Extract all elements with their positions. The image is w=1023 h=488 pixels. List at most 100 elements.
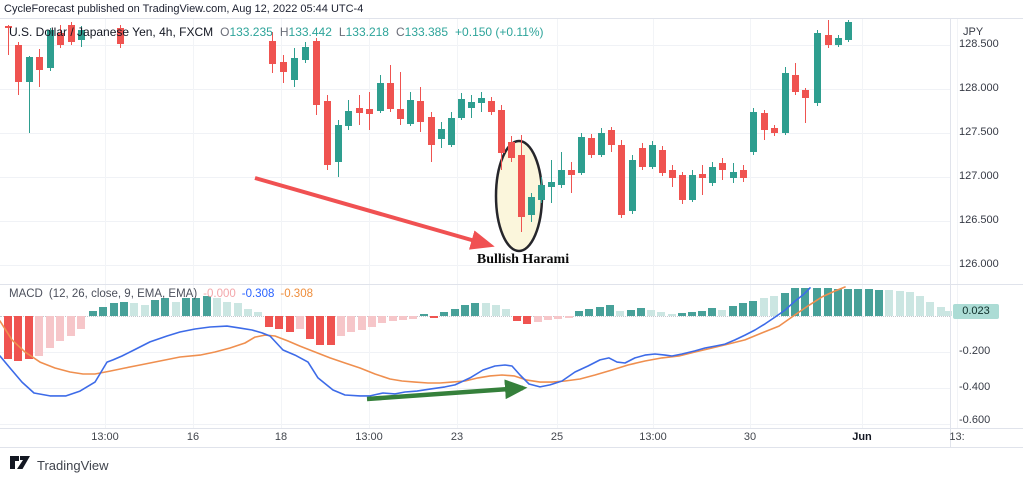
macd-bar (482, 303, 490, 316)
macd-bar (25, 316, 33, 360)
candle (302, 46, 309, 60)
attribution-text: CycleForecast published on TradingView.c… (4, 3, 364, 15)
candle (5, 25, 12, 29)
candle (792, 74, 799, 92)
macd-zero-line (0, 316, 950, 317)
candle (618, 145, 625, 215)
macd-title[interactable]: MACD (9, 288, 43, 300)
chart-top-border (0, 18, 1023, 19)
candle (719, 162, 726, 170)
candle (699, 174, 706, 178)
macd-bar (130, 303, 138, 316)
macd-bar (865, 289, 873, 316)
time-axis-label[interactable]: 13:00 (639, 431, 667, 443)
candle (730, 171, 737, 178)
candle (568, 169, 575, 176)
macd-bar (916, 296, 924, 316)
macd-bar (337, 316, 345, 336)
candle (324, 101, 331, 165)
symbol-legend[interactable]: U.S. Dollar / Japanese Yen, 4h, FXCM O13… (9, 25, 544, 39)
candle-wick (400, 72, 401, 126)
candle (518, 155, 525, 217)
price-axis-label: 127.500 (959, 126, 999, 138)
candle-wick (29, 55, 30, 133)
candle (291, 58, 298, 81)
price-axis-label: 128.500 (959, 38, 999, 50)
time-axis-label[interactable]: 13: (949, 431, 965, 443)
macd-params: (12, 26, close, 9, EMA, EMA) (48, 288, 198, 300)
macd-bar (56, 316, 64, 342)
macd-axis-label: -0.600 (959, 414, 991, 426)
macd-bar (698, 310, 706, 316)
price-axis-label: 127.000 (959, 170, 999, 182)
candle (548, 182, 555, 187)
macd-bar (657, 312, 665, 316)
candle (488, 101, 495, 112)
chart-bottom-border (0, 447, 1023, 448)
candle (740, 169, 747, 178)
macd-axis-label: -0.200 (959, 345, 991, 357)
candle (117, 28, 124, 45)
candle-wick (571, 162, 572, 193)
macd-bar (430, 316, 438, 318)
macd-bar (729, 306, 737, 316)
macd-bar (896, 290, 904, 316)
macd-legend[interactable]: MACD (12, 26, close, 9, EMA, EMA) -0.000… (9, 288, 313, 300)
macd-bar (885, 289, 893, 316)
time-axis-border (0, 428, 1023, 429)
macd-bar (110, 303, 118, 316)
candle (36, 57, 43, 70)
macd-bar (358, 316, 366, 331)
macd-bar (89, 310, 97, 316)
candle (397, 109, 404, 119)
macd-bar (161, 298, 169, 316)
high-value: H133.442 (279, 25, 332, 39)
candle (669, 169, 676, 178)
macd-bar (585, 308, 593, 316)
macd-bar (937, 307, 945, 316)
time-axis-label[interactable]: 25 (550, 431, 564, 443)
price-axis-currency: JPY (963, 26, 984, 38)
candle (26, 57, 33, 82)
time-gridline (193, 18, 194, 428)
symbol-title[interactable]: U.S. Dollar / Japanese Yen, 4h, FXCM (9, 25, 214, 39)
macd-bar (906, 291, 914, 316)
macd-bar (389, 316, 397, 322)
time-axis-label[interactable]: 30 (743, 431, 757, 443)
time-axis-label[interactable]: 23 (450, 431, 464, 443)
macd-bar (120, 301, 128, 316)
candle (387, 82, 394, 110)
macd-bar (265, 316, 273, 327)
macd-bar (926, 301, 934, 316)
price-gridline (0, 89, 950, 90)
macd-bar (708, 307, 716, 316)
time-axis-label[interactable]: 16 (186, 431, 200, 443)
time-axis-label[interactable]: 18 (274, 431, 288, 443)
candle (538, 184, 545, 200)
candle (78, 30, 85, 40)
candle (269, 40, 276, 65)
open-value: O133.235 (220, 25, 273, 39)
price-gridline (0, 221, 950, 222)
candle (68, 24, 75, 43)
macd-gridline (0, 424, 950, 425)
macd-bar (35, 316, 43, 356)
time-axis-label[interactable]: 13:00 (355, 431, 383, 443)
macd-gridline (0, 352, 950, 353)
pane-divider[interactable] (0, 284, 1023, 285)
candle (448, 118, 455, 146)
macd-bar (409, 316, 417, 319)
tradingview-logo[interactable]: TradingView (10, 455, 109, 475)
macd-line-value: -0.308 (241, 288, 275, 300)
macd-bar (813, 288, 821, 316)
macd-bar (316, 316, 324, 345)
price-gridline (0, 133, 950, 134)
candle-wick (828, 20, 829, 48)
time-axis-label[interactable]: 13:00 (91, 431, 119, 443)
candle-wick (8, 24, 9, 55)
candle (679, 175, 686, 200)
macd-bar (14, 316, 22, 361)
time-axis-label[interactable]: Jun (852, 431, 872, 443)
candle (15, 45, 22, 82)
